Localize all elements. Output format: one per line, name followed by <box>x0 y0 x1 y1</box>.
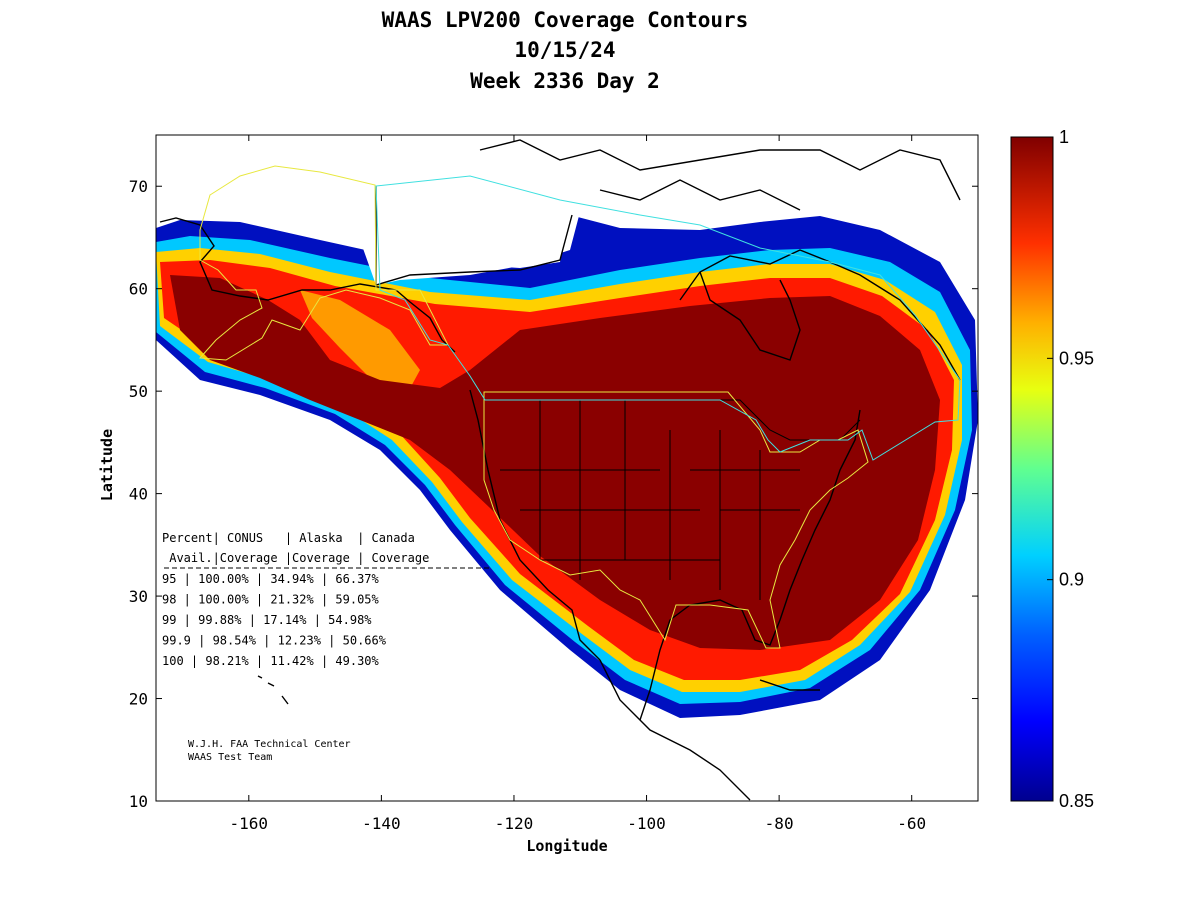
coast-us-east <box>639 409 861 721</box>
colorbar-tick-label: 0.9 <box>1059 570 1084 590</box>
credit-line-1: W.J.H. FAA Technical Center <box>188 739 351 750</box>
coast-alaska <box>159 217 456 353</box>
coast-us-west <box>469 389 601 661</box>
y-tick-label: 20 <box>129 690 148 709</box>
coast-mexico <box>599 659 751 801</box>
stats-row: 95 | 100.00% | 34.94% | 66.37% <box>162 572 380 586</box>
y-axis-title: Latitude <box>98 429 116 501</box>
coverage-contours <box>156 135 978 718</box>
arctic-islands <box>479 139 961 211</box>
colorbar <box>1010 136 1054 802</box>
conus-boundary <box>483 391 869 649</box>
y-tick-label: 70 <box>129 177 148 196</box>
alaska-boundary <box>198 165 449 361</box>
x-tick-label: -160 <box>230 814 269 833</box>
title-line-2: 10/15/24 <box>514 38 616 62</box>
plot-frame <box>155 134 979 802</box>
title-line-3: Week 2336 Day 2 <box>470 69 660 93</box>
x-tick-label: -60 <box>897 814 926 833</box>
title-line-1: WAAS LPV200 Coverage Contours <box>381 8 749 32</box>
stats-header-1: Percent| CONUS | Alaska | Canada <box>162 531 415 545</box>
x-tick-label: -140 <box>362 814 401 833</box>
x-tick-label: -80 <box>765 814 794 833</box>
colorbar-tick-label: 1 <box>1059 127 1069 147</box>
stats-row: 99.9 | 98.54% | 12.23% | 50.66% <box>162 634 387 648</box>
x-tick-label: -120 <box>495 814 534 833</box>
colorbar-axis: 0.85 0.9 0.95 1 <box>1047 127 1094 811</box>
colorbar-tick-label: 0.85 <box>1059 791 1094 811</box>
coastlines <box>159 139 961 801</box>
coverage-core-full <box>170 275 940 650</box>
coverage-patch-orange <box>300 290 420 392</box>
stats-row: 99 | 99.88% | 17.14% | 54.98% <box>162 613 372 627</box>
region-boundaries <box>198 165 961 649</box>
hawaii-islands <box>257 675 289 705</box>
coast-cuba <box>759 679 820 691</box>
y-tick-label: 50 <box>129 382 148 401</box>
credit-line-2: WAAS Test Team <box>188 752 272 763</box>
arctic-no-data <box>156 135 978 285</box>
stats-rows: 95 | 100.00% | 34.94% | 66.37% 98 | 100.… <box>162 572 387 668</box>
colorbar-tick-label: 0.95 <box>1059 348 1094 368</box>
stats-row: 98 | 100.00% | 21.32% | 59.05% <box>162 593 380 607</box>
x-axis: -160 -140 -120 -100 -80 -60 <box>230 135 926 833</box>
y-tick-label: 10 <box>129 792 148 811</box>
stats-header-2: Avail.|Coverage |Coverage | Coverage <box>162 551 429 565</box>
canada-boundary <box>375 175 961 461</box>
x-tick-label: -100 <box>627 814 666 833</box>
stats-table: Percent| CONUS | Alaska | Canada Avail.|… <box>162 531 490 668</box>
x-axis-title: Longitude <box>526 837 607 855</box>
state-lines <box>500 400 800 600</box>
y-tick-label: 40 <box>129 485 148 504</box>
coast-hudson-bay <box>699 271 801 361</box>
y-axis: 10 20 30 40 50 60 70 <box>129 177 978 811</box>
y-tick-label: 60 <box>129 280 148 299</box>
y-tick-label: 30 <box>129 587 148 606</box>
stats-row: 100 | 98.21% | 11.42% | 49.30% <box>162 654 380 668</box>
